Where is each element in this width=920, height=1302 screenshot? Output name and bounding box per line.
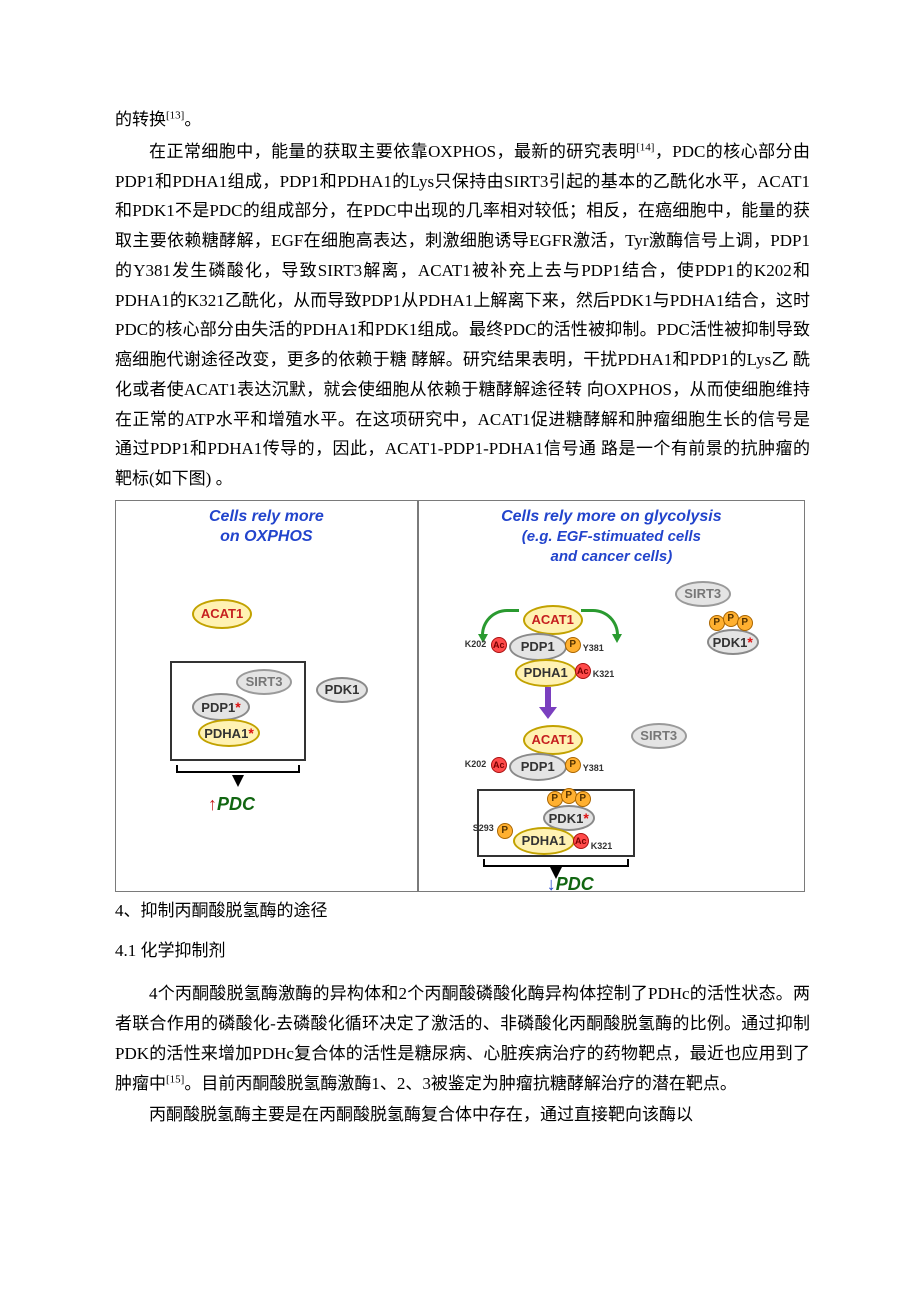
diagram: Cells rely more on OXPHOS ACAT1 SIRT3 PD… [115, 500, 805, 892]
label: PDK1 [713, 635, 748, 650]
text: ，PDC的核心部分由PDP1和PDHA1组成，PDP1和PDHA1的Lys只保持… [115, 142, 810, 488]
purple-arrow-icon [541, 687, 555, 717]
title-line: and cancer cells) [550, 548, 672, 565]
p-mark-icon: P [561, 788, 577, 804]
p-mark-icon: P [565, 757, 581, 773]
title-line: on OXPHOS [220, 528, 312, 545]
panel-title-left: Cells rely more on OXPHOS [116, 501, 417, 551]
label-k321: K321 [593, 667, 615, 683]
ac-mark-icon: Ac [575, 663, 591, 679]
bracket-icon [483, 859, 629, 867]
title-line: Cells rely more on glycolysis [501, 508, 722, 525]
node-pdp1-mid: PDP1 [509, 753, 567, 781]
label: PDHA1 [204, 726, 248, 741]
node-acat1-mid: ACAT1 [523, 725, 583, 755]
node-pdp1: PDP1* [192, 693, 250, 721]
star-icon: * [747, 634, 752, 650]
pdc-down-label: ↓PDC [547, 869, 594, 901]
label-y381: Y381 [583, 641, 604, 657]
node-sirt3: SIRT3 [236, 669, 292, 695]
curved-arrow-icon [581, 609, 619, 637]
text: PDC [556, 874, 594, 894]
node-pdk1: PDK1 [316, 677, 368, 703]
label-k202: K202 [465, 637, 487, 653]
title-line: (e.g. EGF-stimuated cells [522, 528, 701, 545]
ac-mark-icon: Ac [491, 757, 507, 773]
panel-title-right: Cells rely more on glycolysis (e.g. EGF-… [419, 501, 804, 571]
ac-mark-icon: Ac [573, 833, 589, 849]
node-pdp1-top: PDP1 [509, 633, 567, 661]
star-icon: * [248, 725, 253, 741]
label-y381: Y381 [583, 761, 604, 777]
node-sirt3-top: SIRT3 [675, 581, 731, 607]
ref-13: [13] [166, 109, 184, 121]
p-mark-icon: P [575, 791, 591, 807]
node-pdha1: PDHA1* [198, 719, 260, 747]
star-icon: * [235, 699, 240, 715]
panel-oxphos: Cells rely more on OXPHOS ACAT1 SIRT3 PD… [116, 501, 419, 891]
label-k321: K321 [591, 839, 613, 855]
up-arrow-icon: ↑ [208, 794, 217, 814]
ac-mark-icon: Ac [491, 637, 507, 653]
paragraph-4b: 丙酮酸脱氢酶主要是在丙酮酸脱氢酶复合体中存在，通过直接靶向该酶以 [115, 1100, 810, 1130]
node-pdha1-top: PDHA1 [515, 659, 577, 687]
p-mark-icon: P [737, 615, 753, 631]
label: PDK1 [549, 811, 584, 826]
node-pdk1-top: PDK1* [707, 629, 759, 655]
paragraph-continuation: 的转换[13]。 [115, 105, 810, 135]
text: 在正常细胞中，能量的获取主要依靠OXPHOS，最新的研究表明 [149, 142, 636, 161]
p-mark-icon: P [565, 637, 581, 653]
p-mark-icon: P [497, 823, 513, 839]
label-k202: K202 [465, 757, 487, 773]
pdc-up-label: ↑PDC [208, 789, 255, 821]
text: 。 [184, 110, 201, 129]
title-line: Cells rely more [209, 508, 324, 525]
node-pdha1-box: PDHA1 [513, 827, 575, 855]
down-arrow-icon: ↓ [547, 874, 556, 894]
text: PDC [217, 794, 255, 814]
text: 的转换 [115, 110, 166, 129]
label-s293: S293 [473, 821, 494, 837]
node-acat1: ACAT1 [192, 599, 252, 629]
ref-14: [14] [636, 141, 654, 153]
heading-4-1: 4.1 化学抑制剂 [115, 936, 810, 966]
star-icon: * [583, 810, 588, 826]
paragraph-4a: 4个丙酮酸脱氢酶激酶的异构体和2个丙酮酸磷酸化酶异构体控制了PDHc的活性状态。… [115, 979, 810, 1098]
label: PDP1 [201, 700, 235, 715]
arrow-down-icon [232, 775, 244, 787]
figure-pdc: Cells rely more on OXPHOS ACAT1 SIRT3 PD… [115, 500, 805, 892]
ref-15: [15] [166, 1073, 184, 1085]
heading-4: 4、抑制丙酮酸脱氢酶的途径 [115, 896, 810, 926]
curved-arrow-icon [481, 609, 519, 637]
text: 。目前丙酮酸脱氢酶激酶1、2、3被鉴定为肿瘤抗糖酵解治疗的潜在靶点。 [184, 1074, 737, 1093]
paragraph-main: 在正常细胞中，能量的获取主要依靠OXPHOS，最新的研究表明[14]，PDC的核… [115, 137, 810, 494]
bracket-icon [176, 765, 300, 773]
node-acat1-top: ACAT1 [523, 605, 583, 635]
panel-glycolysis: Cells rely more on glycolysis (e.g. EGF-… [419, 501, 804, 891]
node-sirt3-mid: SIRT3 [631, 723, 687, 749]
